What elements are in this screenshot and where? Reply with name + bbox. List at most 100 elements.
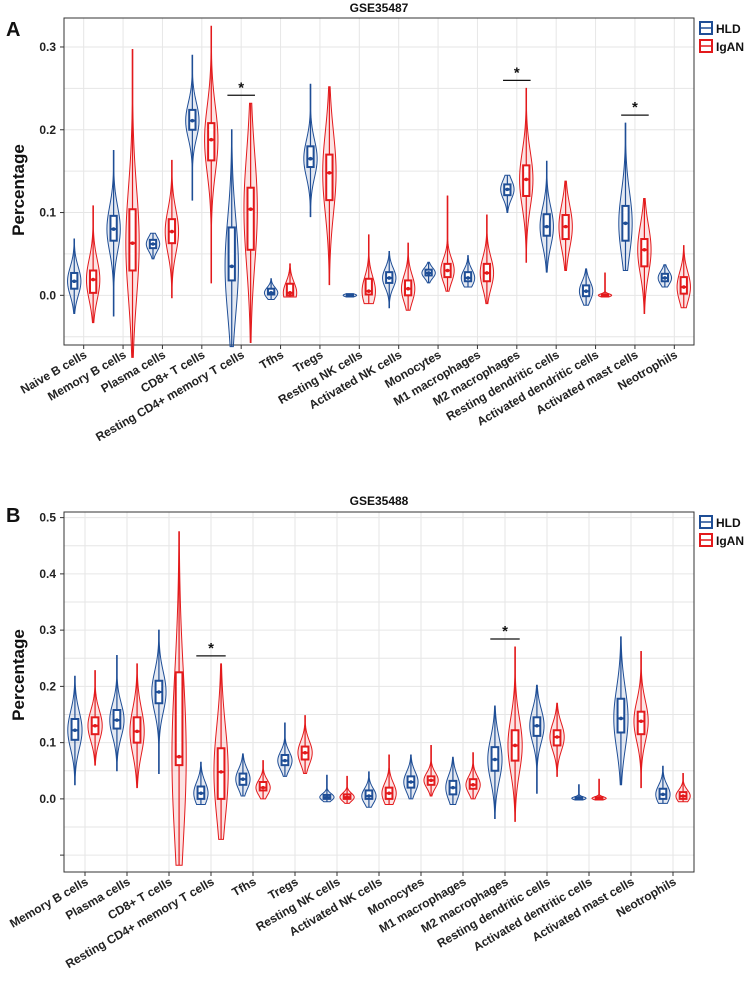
- median-point-igan-plasma-cells: [170, 229, 174, 234]
- median-point-igan-monocytes: [445, 268, 450, 273]
- median-point-hld-activated-nk-cells: [367, 794, 371, 798]
- chart-title: GSE35487: [350, 1, 409, 15]
- median-point-hld-cd8-t-cells: [190, 118, 195, 123]
- median-point-igan-tfhs: [261, 785, 265, 790]
- median-point-hld-activated-nk-cells: [387, 276, 392, 280]
- median-point-igan-resting-cd4-memory-t-cells: [248, 207, 253, 212]
- box-igan-resting-cd4-memory-t-cells: [246, 186, 255, 251]
- median-point-hld-naive-b-cells: [72, 279, 77, 284]
- median-point-igan-neotrophils: [681, 794, 685, 798]
- median-point-hld-plasma-cells: [151, 242, 155, 246]
- median-point-igan-monocytes: [429, 778, 433, 783]
- legend-label-igan: IgAN: [716, 534, 744, 548]
- legend-label-hld: HLD: [716, 22, 741, 36]
- y-axis-label: Percentage: [9, 144, 28, 236]
- y-tick-label: 0.1: [39, 206, 56, 220]
- box-igan-tfhs: [285, 282, 295, 297]
- median-point-igan-m2-macrophages: [524, 177, 529, 182]
- median-point-igan-memory-b-cells: [93, 723, 97, 728]
- median-point-hld-resting-nk-cells: [325, 795, 329, 799]
- y-tick-label: 0.4: [39, 567, 56, 581]
- y-tick-label: 0.2: [39, 679, 56, 693]
- significance-star-resting-cd4-memory-t-cells: *: [238, 79, 244, 96]
- median-point-hld-monocytes: [426, 271, 431, 275]
- y-tick-label: 0.0: [39, 288, 56, 302]
- median-point-igan-resting-nk-cells: [345, 795, 349, 799]
- y-tick-label: 0.5: [39, 511, 56, 525]
- median-point-igan-m2-macrophages: [513, 743, 517, 748]
- median-point-igan-m1-macrophages: [485, 271, 489, 275]
- median-point-igan-resting-dendritic-cells: [555, 735, 559, 739]
- chart-title: GSE35488: [350, 494, 409, 508]
- median-point-igan-activated-dentritic-cells: [597, 796, 601, 801]
- box-igan-naive-b-cells: [88, 269, 98, 294]
- y-axis-label: Percentage: [9, 629, 28, 721]
- median-point-hld-memory-b-cells: [73, 728, 77, 733]
- panel-b: BGSE354880.00.10.20.30.40.5PercentageMem…: [6, 494, 744, 971]
- median-point-igan-resting-nk-cells: [366, 289, 371, 293]
- x-tick-label-tfhs: Tfhs: [257, 347, 286, 372]
- median-point-igan-cd8-t-cells: [209, 137, 214, 142]
- y-tick-label: 0.0: [39, 792, 56, 806]
- median-point-hld-resting-cd4-memory-t-cells: [199, 791, 203, 796]
- median-point-hld-m2-macrophages: [493, 757, 497, 762]
- y-tick-label: 0.1: [39, 736, 56, 750]
- median-point-igan-tregs: [303, 750, 307, 755]
- median-point-hld-monocytes: [409, 780, 413, 784]
- median-point-igan-activated-mast-cells: [639, 719, 643, 724]
- median-point-igan-resting-dendritic-cells: [563, 224, 568, 229]
- box-igan-resting-nk-cells: [364, 277, 373, 296]
- median-point-igan-resting-cd4-memory-t-cells: [219, 770, 223, 774]
- median-point-hld-m2-macrophages: [505, 187, 510, 192]
- significance-star-activated-mast-cells: *: [632, 99, 638, 116]
- median-point-hld-activated-dendritic-cells: [584, 289, 588, 293]
- box-igan-memory-b-cells: [128, 208, 137, 272]
- box-hld-activated-mast-cells: [616, 697, 626, 734]
- median-point-igan-plasma-cells: [135, 729, 139, 734]
- median-point-igan-activated-nk-cells: [406, 286, 410, 291]
- legend-label-igan: IgAN: [716, 40, 744, 54]
- panel-letter: A: [6, 19, 20, 41]
- median-point-hld-resting-nk-cells: [348, 293, 352, 298]
- median-point-hld-m1-macrophages: [451, 785, 455, 790]
- median-point-igan-tregs: [327, 171, 332, 175]
- significance-star-m2-macrophages: *: [514, 64, 520, 81]
- box-igan-cd8-t-cells: [207, 122, 216, 162]
- box-hld-tregs: [306, 145, 315, 169]
- significance-star-resting-cd4-memory-t-cells: *: [208, 640, 214, 657]
- median-point-hld-activated-mast-cells: [623, 221, 628, 226]
- median-point-hld-tfhs: [269, 291, 273, 295]
- plot-frame: [63, 17, 695, 346]
- median-point-igan-activated-nk-cells: [387, 791, 391, 796]
- median-point-hld-resting-dendritic-cells: [535, 723, 539, 728]
- median-point-igan-naive-b-cells: [91, 277, 95, 282]
- median-point-igan-memory-b-cells: [130, 241, 135, 245]
- median-point-igan-neotrophils: [681, 285, 686, 289]
- median-point-hld-activated-dentritic-cells: [577, 796, 581, 801]
- box-igan-cd8-t-cells: [174, 671, 184, 767]
- panel-letter: B: [6, 505, 20, 527]
- significance-star-m2-macrophages: *: [502, 623, 508, 640]
- median-point-hld-resting-cd4-memory-t-cells: [229, 264, 234, 269]
- median-point-hld-m1-macrophages: [466, 276, 470, 280]
- median-point-igan-activated-dendritic-cells: [603, 293, 607, 298]
- median-point-igan-m1-macrophages: [471, 783, 475, 787]
- median-point-igan-tfhs: [288, 291, 292, 295]
- y-tick-label: 0.3: [39, 623, 56, 637]
- x-tick-label-tfhs: Tfhs: [230, 874, 259, 899]
- median-point-hld-neotrophils: [663, 276, 667, 280]
- median-point-hld-resting-dendritic-cells: [544, 224, 549, 229]
- median-point-hld-tregs: [308, 156, 313, 161]
- median-point-hld-tfhs: [241, 777, 245, 781]
- median-point-hld-activated-mast-cells: [619, 716, 623, 721]
- median-point-hld-neotrophils: [661, 792, 665, 797]
- y-tick-label: 0.3: [39, 40, 56, 54]
- median-point-igan-cd8-t-cells: [177, 754, 181, 759]
- legend-label-hld: HLD: [716, 516, 741, 530]
- box-igan-activated-mast-cells: [640, 238, 649, 268]
- median-point-hld-cd8-t-cells: [157, 690, 161, 694]
- median-point-hld-plasma-cells: [115, 718, 119, 722]
- median-point-hld-tregs: [283, 758, 287, 763]
